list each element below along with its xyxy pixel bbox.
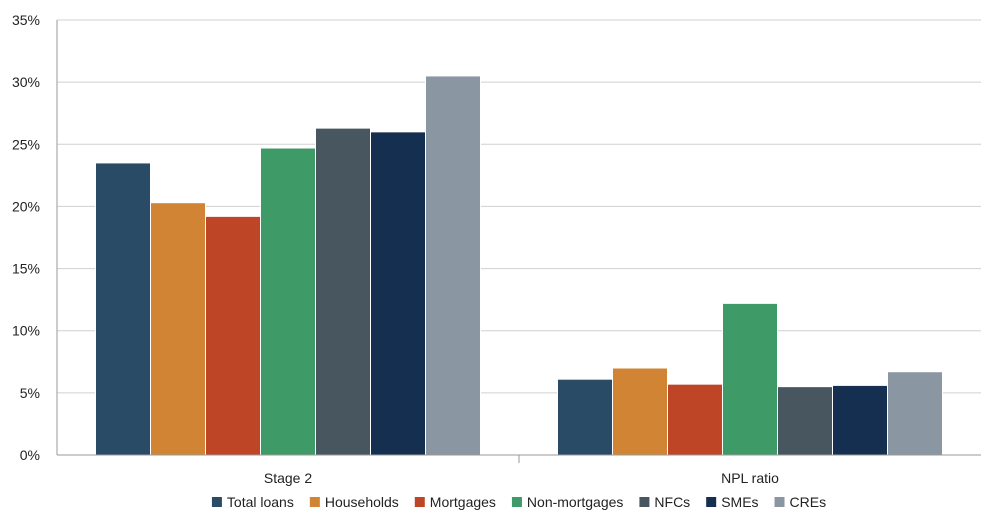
legend: Total loans Households Mortgages Non-mortga…	[211, 494, 827, 510]
bar-non-mortgages-stage-2	[260, 147, 316, 456]
legend-swatch-cres	[774, 497, 785, 507]
axes: 0% 5% 10% 15% 20% 25% 30% 35% Stage 2 NPL ratio	[12, 12, 981, 486]
legend-swatch-mortgages	[414, 497, 425, 507]
legend-label-total-loans: Total loans	[227, 494, 294, 510]
legend-label-nfcs: NFCs	[654, 494, 690, 510]
y-tick-label: 20%	[12, 198, 40, 214]
x-category-label: NPL ratio	[721, 470, 779, 486]
bar-nfcs-npl-ratio	[777, 386, 833, 456]
bar-mortgages-stage-2	[205, 215, 261, 456]
bar-total-loans-npl-ratio	[557, 378, 613, 456]
legend-label-smes: SMEs	[721, 494, 758, 510]
legend-swatch-total-loans	[211, 497, 222, 507]
legend-label-non-mortgages: Non-mortgages	[527, 494, 624, 510]
bar-nfcs-stage-2	[315, 127, 371, 456]
x-category-label: Stage 2	[264, 470, 312, 486]
legend-swatch-households	[309, 497, 320, 507]
bar-households-stage-2	[150, 202, 206, 456]
y-tick-label: 30%	[12, 74, 40, 90]
y-tick-label: 10%	[12, 323, 40, 339]
bar-smes-npl-ratio	[832, 384, 888, 456]
bar-total-loans-stage-2	[95, 162, 151, 456]
legend-label-households: Households	[325, 494, 399, 510]
bar-cres-stage-2	[425, 75, 481, 456]
y-tick-label: 15%	[12, 261, 40, 277]
bar-households-npl-ratio	[612, 367, 668, 456]
bar-smes-stage-2	[370, 131, 426, 456]
bar-non-mortgages-npl-ratio	[722, 302, 778, 456]
bars	[95, 75, 943, 456]
legend-label-cres: CREs	[790, 494, 827, 510]
bar-cres-npl-ratio	[887, 371, 943, 456]
y-tick-label: 5%	[20, 385, 40, 401]
legend-swatch-nfcs	[639, 497, 650, 507]
legend-swatch-smes	[706, 497, 717, 507]
y-tick-label: 25%	[12, 136, 40, 152]
y-tick-label: 0%	[20, 447, 40, 463]
bar-mortgages-npl-ratio	[667, 383, 723, 456]
legend-label-mortgages: Mortgages	[430, 494, 496, 510]
y-tick-label: 35%	[12, 12, 40, 28]
legend-swatch-non-mortgages	[511, 497, 522, 507]
